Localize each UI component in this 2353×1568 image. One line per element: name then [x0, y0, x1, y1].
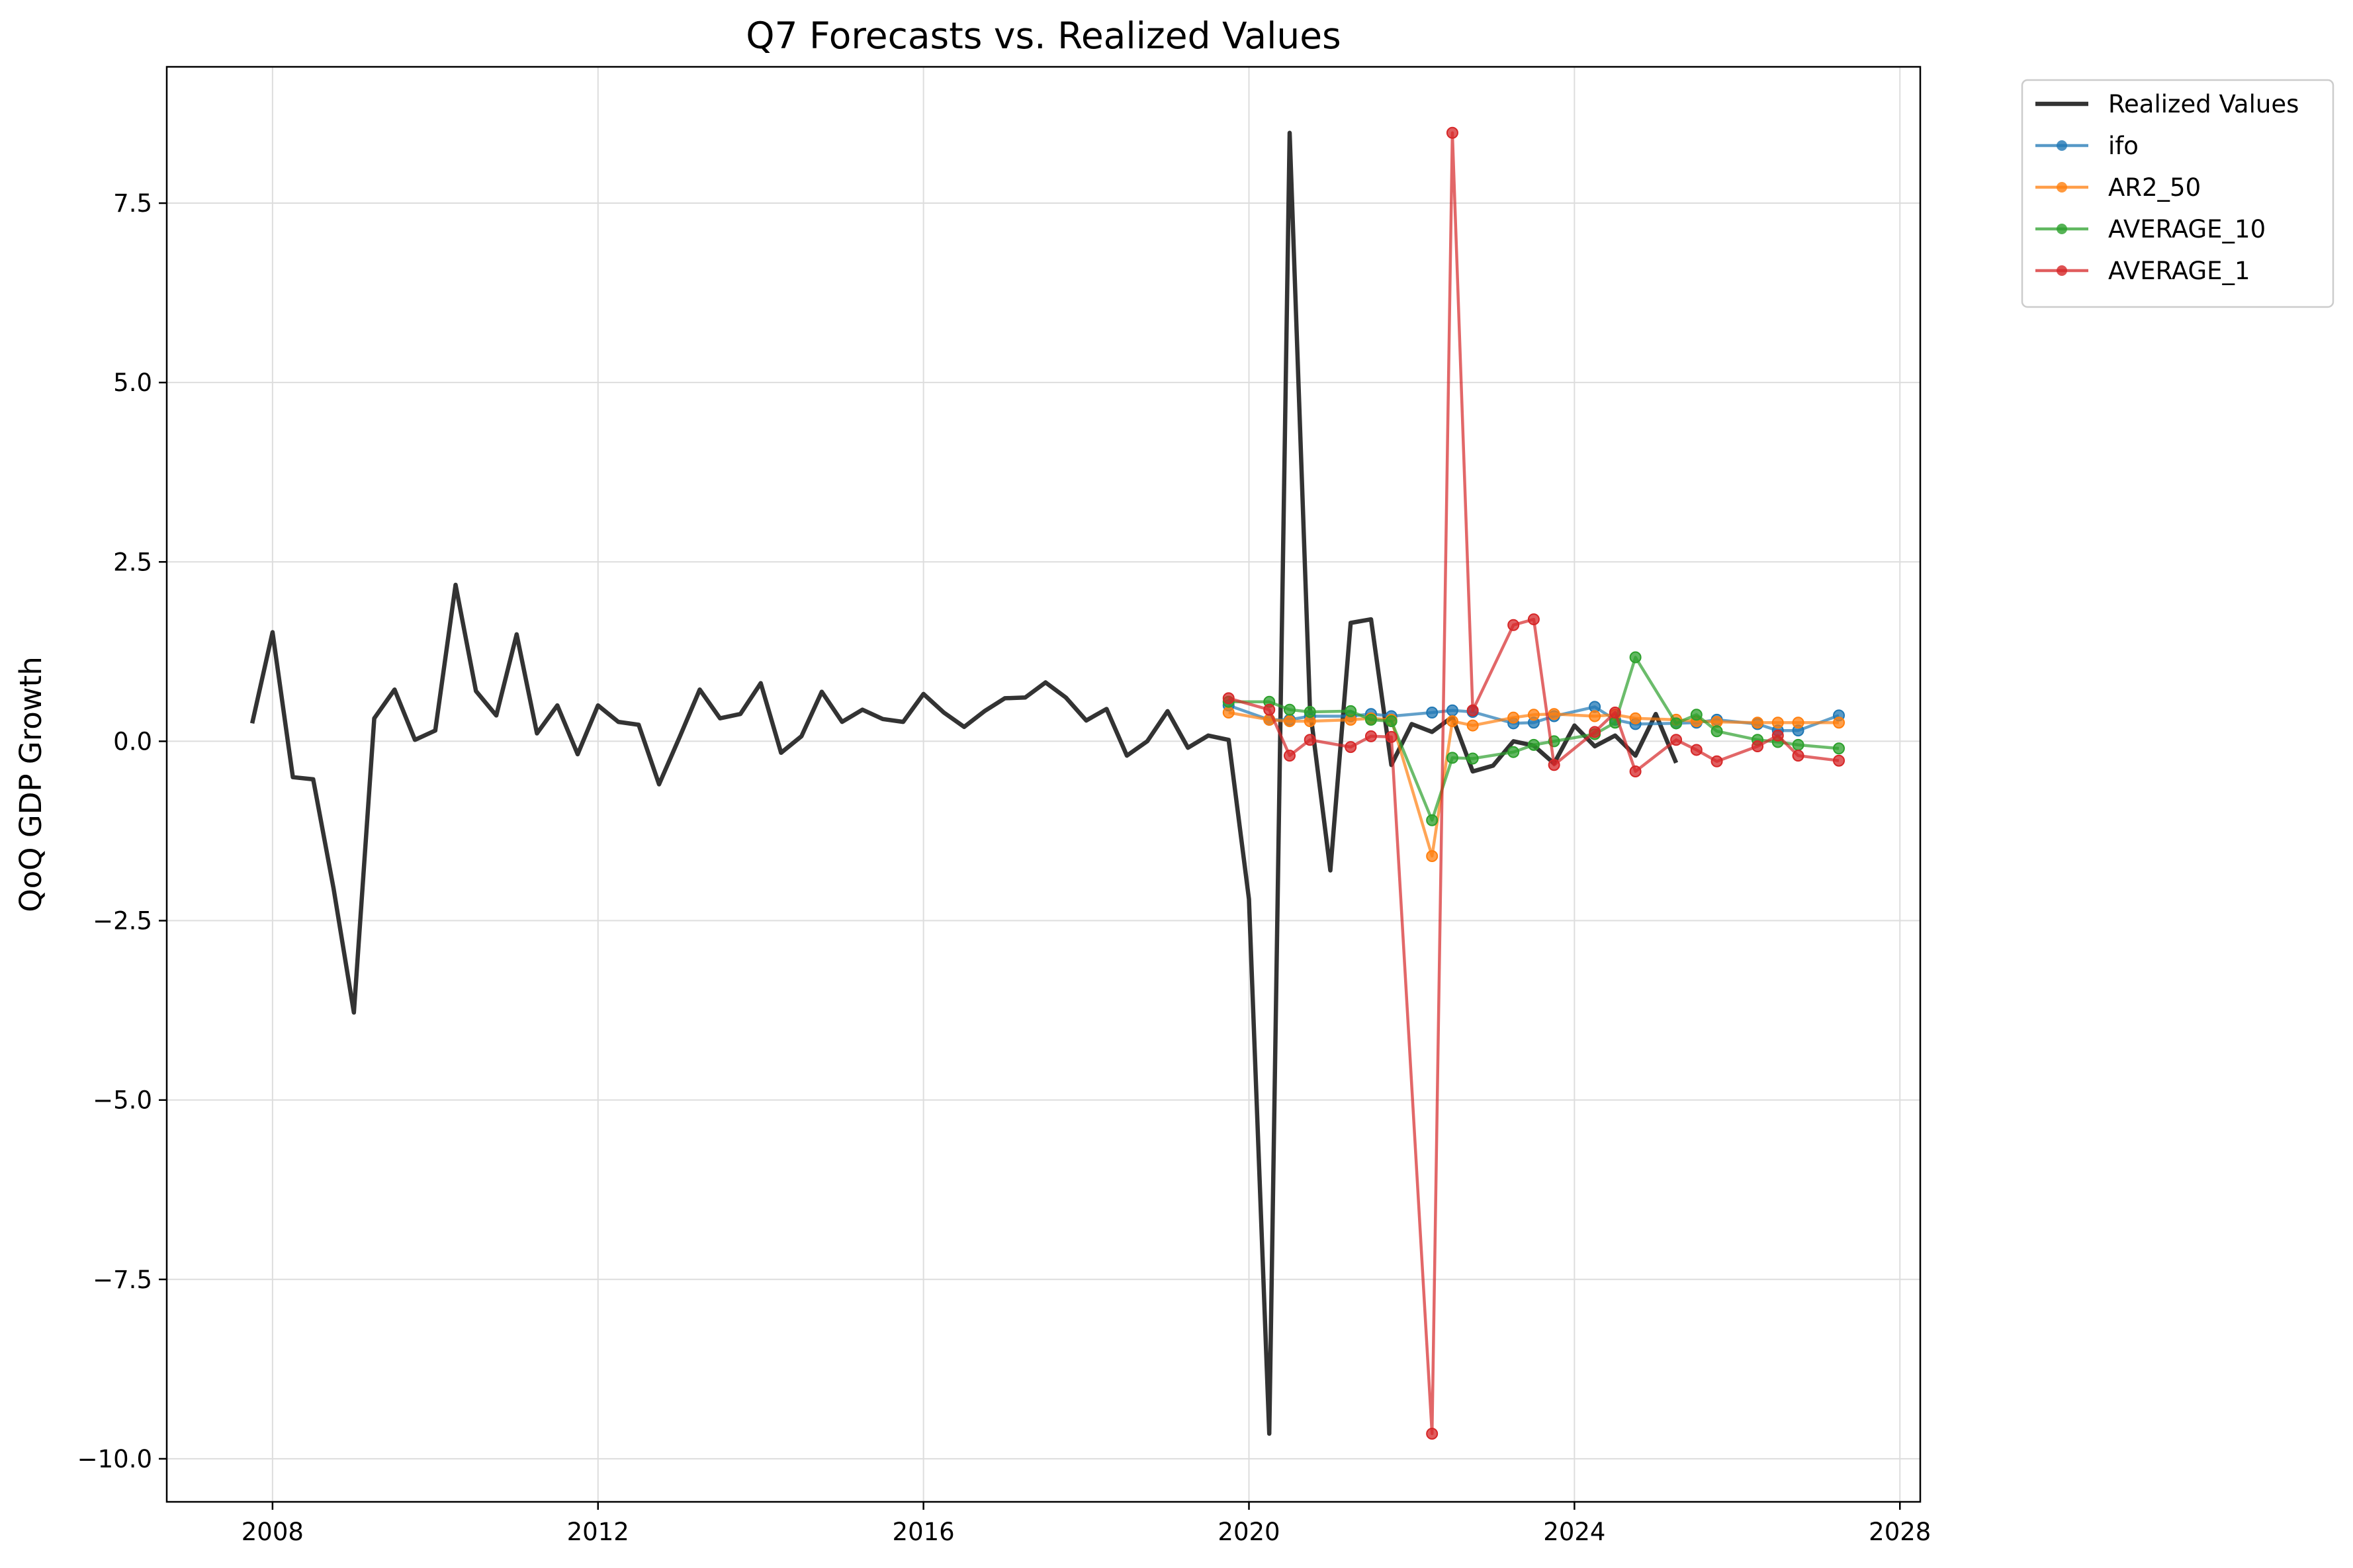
data-point: [1548, 708, 1560, 720]
legend-item: ifo: [2035, 132, 2139, 160]
series-realized-values: [249, 130, 1679, 1436]
legend-marker: [2057, 182, 2067, 193]
data-point: [1752, 717, 1764, 729]
data-point: [1446, 704, 1458, 717]
data-point: [1466, 704, 1479, 717]
data-point: [1771, 717, 1784, 729]
data-point: [1283, 750, 1296, 762]
chart-title: Q7 Forecasts vs. Realized Values: [746, 15, 1341, 57]
series-average-1: [1222, 126, 1845, 1440]
legend-item: AR2_50: [2035, 173, 2201, 202]
data-point: [1710, 725, 1723, 738]
data-point: [1629, 712, 1642, 724]
legend-label: AR2_50: [2108, 173, 2201, 202]
data-point: [1345, 741, 1357, 754]
x-axis-ticks: 2008 2012 2016 2020 2024 2028: [242, 1502, 1931, 1546]
data-point: [1385, 730, 1398, 743]
data-point: [1283, 715, 1296, 728]
grid-lines: [167, 67, 1920, 1502]
data-point: [1466, 719, 1479, 732]
data-point: [1304, 705, 1316, 718]
y-tick-label: 7.5: [113, 189, 152, 218]
data-point: [1426, 814, 1439, 826]
x-tick-label: 2028: [1869, 1518, 1931, 1546]
legend-label: AVERAGE_1: [2108, 257, 2250, 285]
y-tick-label: 5.0: [113, 369, 152, 397]
data-point: [1507, 711, 1520, 724]
data-point: [1446, 126, 1458, 139]
data-point: [1629, 651, 1642, 664]
y-tick-label: −5.0: [93, 1086, 152, 1115]
data-point: [1364, 730, 1377, 742]
legend-marker: [2057, 140, 2067, 151]
data-point: [1426, 1427, 1439, 1440]
data-point: [1426, 707, 1439, 719]
data-point: [1792, 738, 1804, 751]
legend-marker: [2057, 224, 2067, 234]
legend-item: Realized Values: [2035, 90, 2299, 118]
data-point: [1527, 738, 1540, 751]
y-axis-ticks: 7.5 5.0 2.5 0.0 −2.5 −5.0 −7.5 −10.0: [77, 189, 167, 1473]
y-tick-label: −2.5: [93, 907, 152, 936]
series-layer: [249, 126, 1845, 1440]
data-point: [1629, 765, 1642, 777]
data-point: [1670, 717, 1683, 730]
data-point: [1385, 715, 1398, 728]
data-point: [1527, 613, 1540, 626]
data-point: [1364, 713, 1377, 726]
series-line: [249, 130, 1679, 1436]
data-point: [1833, 742, 1845, 755]
data-point: [1507, 746, 1520, 758]
data-point: [1690, 709, 1703, 721]
data-point: [1222, 692, 1235, 705]
data-point: [1507, 619, 1520, 631]
data-point: [1752, 740, 1764, 753]
x-tick-label: 2020: [1218, 1518, 1280, 1546]
x-tick-label: 2016: [893, 1518, 955, 1546]
x-tick-label: 2024: [1543, 1518, 1605, 1546]
legend-box: [2021, 79, 2334, 308]
data-point: [1771, 729, 1784, 742]
data-point: [1446, 752, 1458, 764]
data-point: [1304, 734, 1316, 746]
data-point: [1345, 705, 1357, 717]
legend-marker: [2057, 265, 2067, 276]
data-point: [1833, 717, 1845, 729]
data-point: [1527, 709, 1540, 721]
data-point: [1792, 717, 1804, 729]
plot-frame: [165, 65, 1922, 1503]
y-axis-label: QoQ GDP Growth: [13, 656, 48, 912]
y-tick-label: −10.0: [77, 1445, 152, 1473]
data-point: [1589, 710, 1601, 722]
x-tick-label: 2008: [242, 1518, 304, 1546]
data-point: [1690, 744, 1703, 756]
legend-item: AVERAGE_10: [2035, 215, 2266, 243]
data-point: [1466, 752, 1479, 765]
legend-label: Realized Values: [2108, 90, 2299, 118]
legend-label: AVERAGE_10: [2108, 215, 2266, 243]
legend-label: ifo: [2108, 132, 2139, 160]
y-tick-label: 0.0: [113, 727, 152, 756]
data-point: [1792, 750, 1804, 762]
data-point: [1670, 734, 1683, 746]
x-tick-label: 2012: [567, 1518, 629, 1546]
data-point: [1222, 707, 1235, 719]
data-point: [1710, 755, 1723, 767]
y-tick-label: −7.5: [93, 1266, 152, 1294]
y-tick-label: 2.5: [113, 548, 152, 576]
data-point: [1589, 726, 1601, 738]
data-point: [1426, 849, 1439, 862]
legend: Realized Values ifo AR2_50 AVERAGE_10 AVERAG…: [2021, 79, 2334, 308]
legend-item: AVERAGE_1: [2035, 257, 2250, 285]
data-point: [1263, 703, 1276, 716]
data-point: [1548, 759, 1560, 771]
data-point: [1833, 754, 1845, 767]
data-point: [1283, 703, 1296, 716]
data-point: [1446, 715, 1458, 728]
data-point: [1609, 707, 1621, 719]
